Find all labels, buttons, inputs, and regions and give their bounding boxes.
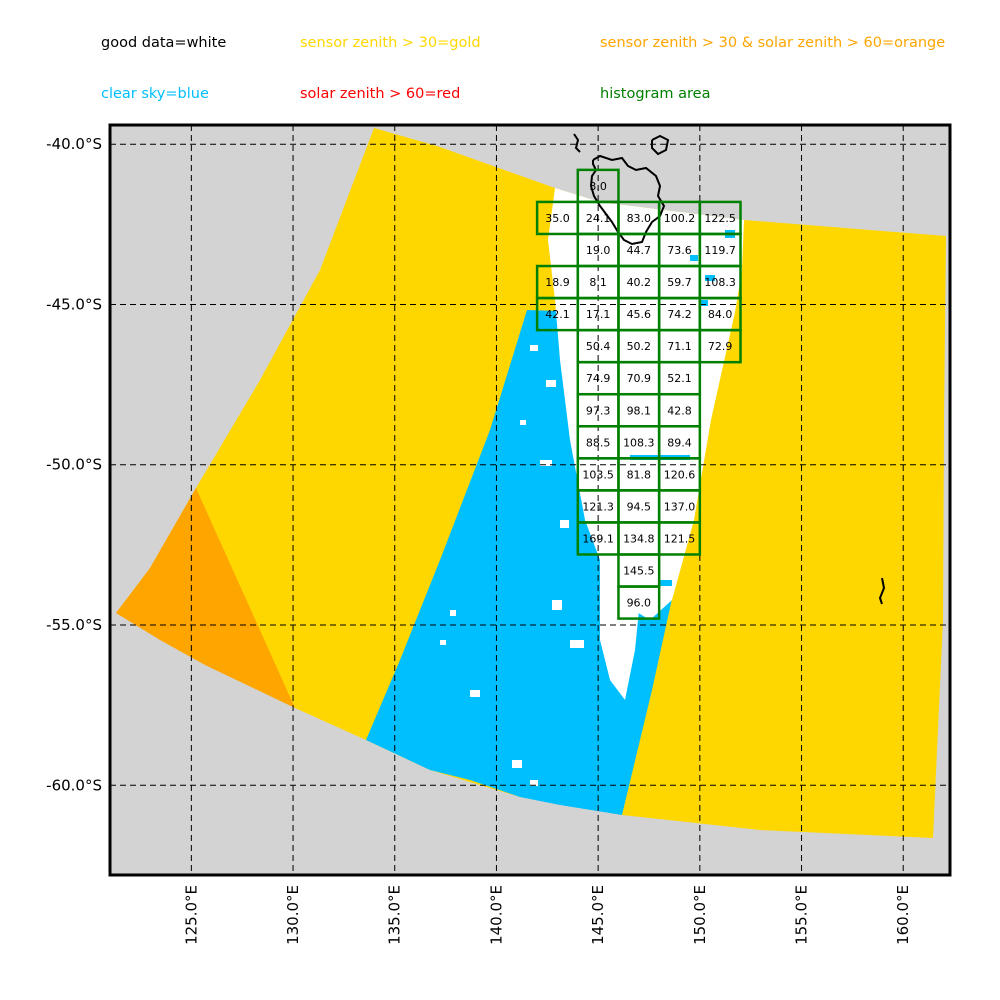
histogram-cell-value: 74.9 xyxy=(586,372,611,385)
lat-tick-label: -50.0°S xyxy=(46,456,102,474)
lon-tick-label: 140.0°E xyxy=(487,885,505,945)
histogram-cell-value: 40.2 xyxy=(627,276,652,289)
histogram-cell-value: 71.1 xyxy=(667,340,692,353)
histogram-cell-value: 44.7 xyxy=(627,244,652,257)
histogram-cell-value: 121.5 xyxy=(664,532,696,545)
histogram-cell-value: 3.0 xyxy=(589,180,607,193)
good-data-south-region xyxy=(600,560,640,700)
swath-layer xyxy=(116,128,946,838)
lon-tick-label: 150.0°E xyxy=(691,885,709,945)
histogram-cell-value: 8.1 xyxy=(589,276,607,289)
histogram-cell-value: 100.2 xyxy=(664,212,696,225)
histogram-cell-value: 81.8 xyxy=(627,468,652,481)
histogram-cell-value: 42.8 xyxy=(667,404,692,417)
histogram-cell-value: 50.4 xyxy=(586,340,611,353)
histogram-cell xyxy=(617,585,661,620)
good-data-region xyxy=(548,188,744,620)
histogram-cell-value: 50.2 xyxy=(627,340,652,353)
legend-good-data: good data=white xyxy=(101,35,227,51)
lat-tick-label: -60.0°S xyxy=(46,776,102,794)
legend-histogram-area: histogram area xyxy=(600,86,711,102)
axis-ticks: -40.0°S -45.0°S -50.0°S -55.0°S -60.0°S 125.0… xyxy=(46,135,912,945)
histogram-cell-value: 88.5 xyxy=(586,436,611,449)
histogram-cell-value: 72.9 xyxy=(708,340,733,353)
histogram-cell-value: 145.5 xyxy=(623,565,655,578)
histogram-cell-value: 94.5 xyxy=(627,500,652,513)
histogram-cell-value: 122.5 xyxy=(704,212,736,225)
histogram-cell-value: 169.1 xyxy=(582,532,614,545)
histogram-cell-value: 108.3 xyxy=(623,436,655,449)
histogram-cell-value: 120.6 xyxy=(664,468,696,481)
histogram-cell-value: 17.1 xyxy=(586,308,611,321)
lon-tick-label: 155.0°E xyxy=(793,885,811,945)
histogram-cell-value: 137.0 xyxy=(664,500,696,513)
histogram-cell-value: 42.1 xyxy=(545,308,570,321)
lat-tick-label: -40.0°S xyxy=(46,135,102,153)
lon-tick-label: 130.0°E xyxy=(284,885,302,945)
histogram-cell-value: 84.0 xyxy=(708,308,733,321)
histogram-cell-value: 97.3 xyxy=(586,404,611,417)
map-frame xyxy=(108,123,952,877)
histogram-cell-value: 98.1 xyxy=(627,404,652,417)
histogram-cell xyxy=(698,328,742,364)
lon-tick-label: 145.0°E xyxy=(589,885,607,945)
orange-region xyxy=(116,488,295,708)
coastline-tasmania xyxy=(573,133,886,605)
lat-tick-label: -55.0°S xyxy=(46,616,102,634)
histogram-cell-value: 45.6 xyxy=(627,308,652,321)
histogram-cell-value: 18.9 xyxy=(545,276,570,289)
lon-tick-label: 135.0°E xyxy=(386,885,404,945)
histogram-cell-value: 52.1 xyxy=(667,372,692,385)
lat-tick-label: -45.0°S xyxy=(46,295,102,313)
legend-sensor-solar-orange: sensor zenith > 30 & solar zenith > 60=o… xyxy=(600,35,946,51)
histogram-cell-value: 35.0 xyxy=(545,212,570,225)
graticule xyxy=(110,125,950,875)
lon-tick-label: 125.0°E xyxy=(182,885,200,945)
histogram-cell-value: 59.7 xyxy=(667,276,692,289)
histogram-cell-value: 108.3 xyxy=(704,276,736,289)
histogram-cell-value: 70.9 xyxy=(627,372,652,385)
histogram-cell xyxy=(657,521,702,556)
histogram-cell-value: 96.0 xyxy=(627,597,652,610)
lon-tick-label: 160.0°E xyxy=(894,885,912,945)
histogram-cell-value: 121.3 xyxy=(582,500,614,513)
histogram-cell-value: 19.0 xyxy=(586,244,611,257)
histogram-grid: 3.0 35.0 24.1 83.0 100.2 122.5 19.0 44.7 73.6 119… xyxy=(535,168,742,620)
histogram-cell-value: 103.5 xyxy=(582,468,614,481)
histogram-cell-value: 24.1 xyxy=(586,212,611,225)
legend-sensor-zenith-gold: sensor zenith > 30=gold xyxy=(300,35,481,51)
histogram-cell-value: 89.4 xyxy=(667,436,692,449)
histogram-cell-value: 119.7 xyxy=(704,244,736,257)
cloud-speckle-area xyxy=(440,345,584,786)
histogram-cell-value: 73.6 xyxy=(667,244,692,257)
legend-solar-zenith-red: solar zenith > 60=red xyxy=(300,86,461,102)
histogram-cell-value: 83.0 xyxy=(627,212,652,225)
histogram-cell-value: 134.8 xyxy=(623,532,655,545)
legend-clear-sky: clear sky=blue xyxy=(101,86,209,102)
histogram-cell-value: 74.2 xyxy=(667,308,692,321)
